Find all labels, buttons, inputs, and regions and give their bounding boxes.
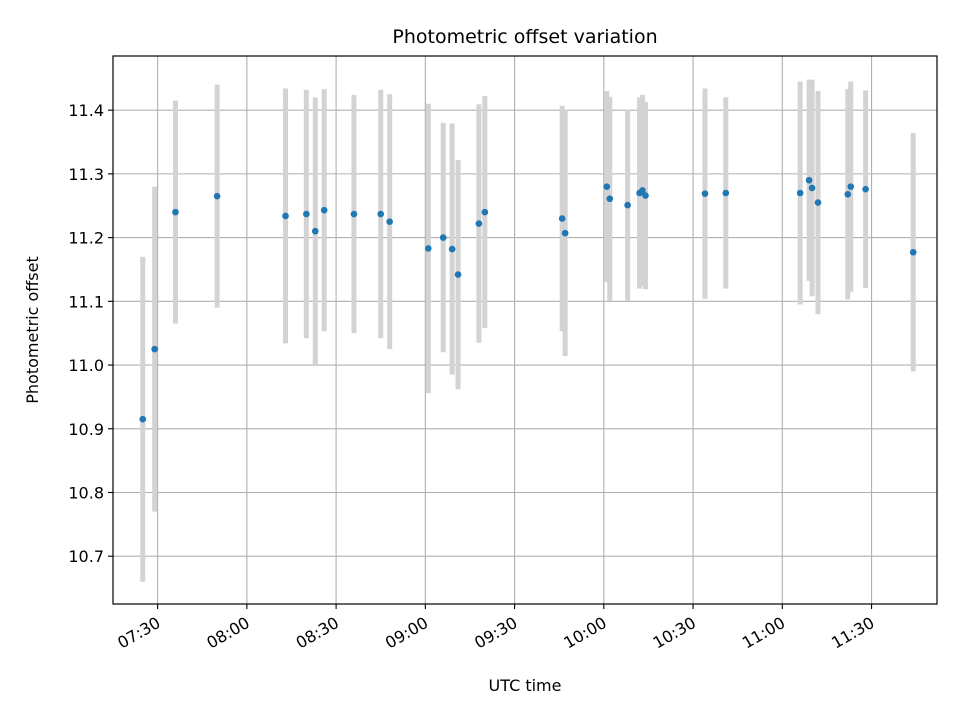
data-point (377, 210, 385, 218)
data-point (425, 245, 432, 252)
data-point (213, 192, 221, 200)
y-tick-label: 11.3 (68, 165, 104, 184)
data-point (439, 234, 447, 241)
data-point (481, 208, 489, 216)
data-point (808, 184, 816, 192)
data-point (606, 195, 614, 203)
data-point (624, 201, 631, 209)
data-point (603, 183, 611, 190)
y-axis-label: Photometric offset (23, 256, 42, 404)
data-point (311, 227, 319, 235)
data-point (475, 220, 483, 227)
y-tick-label: 11.4 (68, 101, 104, 120)
y-tick-label: 11.0 (68, 356, 104, 375)
x-axis-label: UTC time (489, 676, 562, 695)
data-point (701, 190, 709, 197)
data-point (722, 189, 730, 197)
data-point (796, 189, 804, 197)
data-point (862, 185, 869, 193)
data-point (909, 248, 917, 256)
data-point (642, 192, 649, 199)
data-point (847, 183, 855, 190)
chart-title: Photometric offset variation (392, 26, 657, 48)
data-point (172, 208, 179, 216)
data-point (448, 245, 456, 253)
grid (113, 56, 937, 604)
data-point (814, 199, 822, 206)
data-point (386, 218, 393, 225)
y-tick-label: 11.1 (68, 292, 104, 311)
data-point (151, 345, 158, 353)
data-points (139, 176, 917, 423)
data-point (139, 415, 147, 423)
plot-frame (112, 55, 938, 605)
data-point (639, 187, 646, 194)
data-point (561, 229, 569, 237)
data-point (282, 212, 289, 220)
data-point (844, 190, 852, 198)
y-tick-label: 11.2 (68, 229, 104, 248)
y-axis-ticks: 10.7 10.8 10.9 11.0 11.1 11.2 11.3 11.4 (68, 101, 113, 566)
data-point (303, 210, 310, 218)
data-point (320, 206, 328, 214)
y-tick-label: 10.7 (68, 547, 104, 566)
y-tick-label: 10.9 (68, 420, 104, 439)
data-point (805, 176, 813, 184)
data-point (558, 215, 566, 222)
data-point (350, 210, 358, 218)
data-point (454, 271, 462, 278)
y-tick-label: 10.8 (68, 483, 104, 502)
